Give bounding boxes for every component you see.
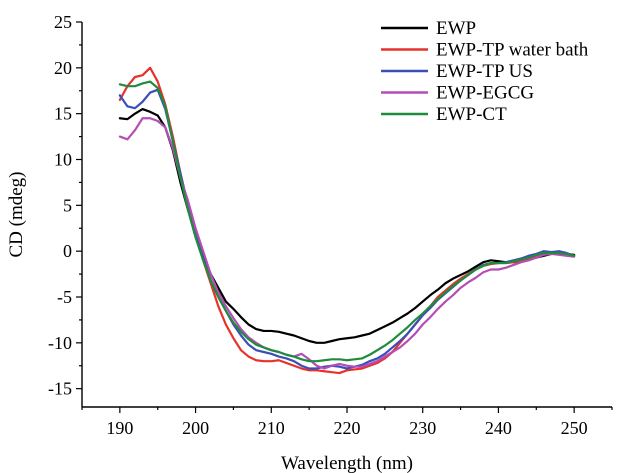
- x-tick-label: 220: [334, 418, 361, 438]
- y-tick-label: -10: [48, 333, 72, 353]
- x-tick-label: 230: [409, 418, 436, 438]
- x-tick-label: 250: [561, 418, 588, 438]
- y-tick-label: 5: [63, 195, 72, 215]
- legend-label: EWP: [436, 18, 476, 39]
- series-line-1: [118, 107, 576, 344]
- legend-label: EWP-TP water bath: [436, 40, 589, 61]
- x-axis-title: Wavelength (nm): [281, 453, 413, 473]
- x-tick-label: 190: [106, 418, 133, 438]
- legend-label: EWP-TP US: [436, 61, 533, 82]
- y-tick-label: 20: [54, 58, 72, 78]
- legend-label: EWP-EGCG: [436, 83, 534, 104]
- series-layer: [118, 66, 576, 375]
- axes: -15 -10 -5 0 5 10 15 20 25 190 200 210 220 230 240 250: [48, 12, 613, 438]
- y-tick-label: 15: [54, 104, 72, 124]
- series-line-3: [118, 88, 576, 370]
- series-line-4: [118, 117, 576, 370]
- y-axis-title: CD (mdeg): [6, 171, 27, 257]
- legend-label: EWP-CT: [436, 104, 507, 125]
- y-tick-label: -5: [57, 287, 72, 307]
- x-tick-label: 240: [485, 418, 512, 438]
- y-tick-label: 0: [63, 241, 72, 261]
- x-tick-label: 210: [258, 418, 285, 438]
- y-tick-label: 25: [54, 12, 72, 32]
- series-line-5: [118, 80, 576, 363]
- y-tick-label: -15: [48, 379, 72, 399]
- x-tick-label: 200: [182, 418, 209, 438]
- y-tick-label: 10: [54, 150, 72, 170]
